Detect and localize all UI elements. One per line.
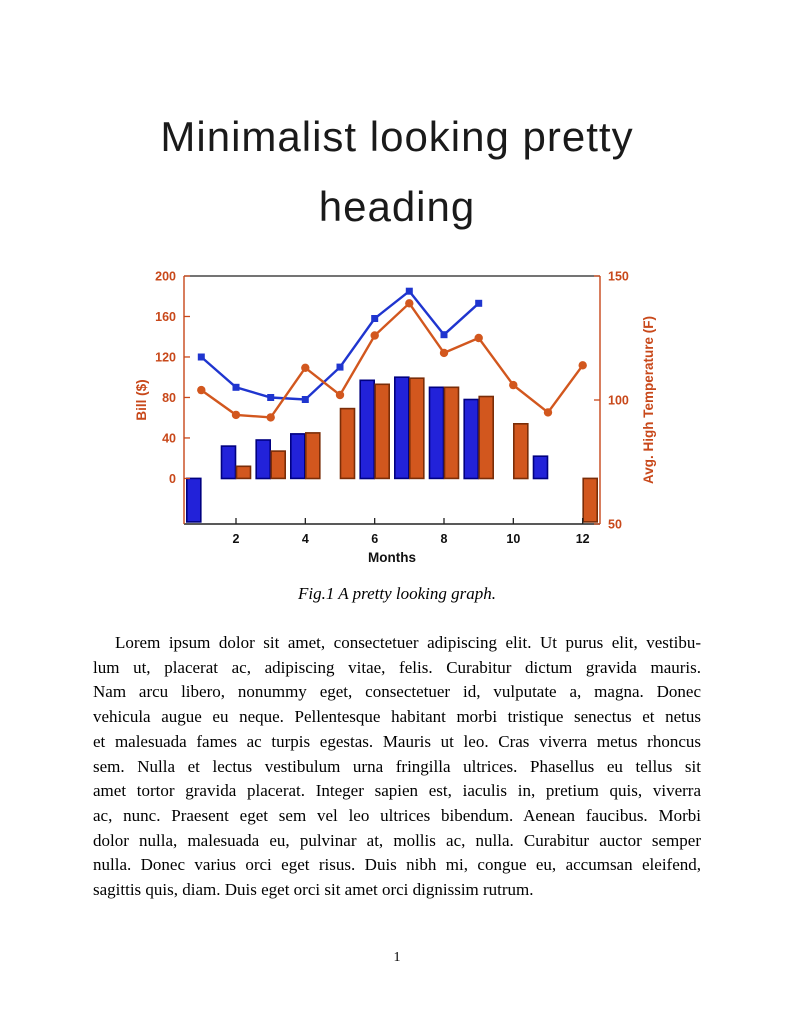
paragraph-line: sagittis quis, diam. Duis eget orci sit … bbox=[93, 880, 534, 900]
temperature-bars-rect bbox=[582, 477, 599, 523]
paragraph-line: Lorem ipsum dolor sit amet, consectetuer… bbox=[115, 633, 701, 652]
bill-bars-rect bbox=[428, 386, 445, 480]
left-tick-label: 0 bbox=[169, 472, 176, 486]
x-tick-label: 4 bbox=[302, 532, 309, 546]
left-tick-label: 200 bbox=[155, 270, 176, 284]
paragraph-line: ac, nunc. Praesent eget sem vel leo ultr… bbox=[93, 805, 701, 825]
temperature-line bbox=[197, 299, 587, 422]
temperature-bars-rect bbox=[339, 407, 356, 480]
chart-svg: 0 40 80 120 160 200 50 100 150 2 4 6 8 10 12 Bill ($) Av… bbox=[134, 270, 656, 566]
circle-marker bbox=[439, 348, 449, 358]
bill-bars-rect bbox=[220, 445, 237, 480]
right-axis-label: Avg. High Temperature (F) bbox=[641, 316, 656, 484]
square-marker bbox=[232, 383, 240, 391]
temperature-bars bbox=[235, 377, 599, 523]
circle-marker bbox=[509, 380, 518, 390]
square-marker bbox=[197, 353, 205, 361]
circle-marker bbox=[474, 333, 483, 343]
circle-marker bbox=[266, 413, 275, 422]
circle-marker bbox=[197, 385, 206, 395]
circle-marker bbox=[335, 390, 345, 400]
paragraph-line: Nam arcu libero, nonummy eget, consectet… bbox=[93, 682, 701, 702]
heading-line2: heading bbox=[318, 183, 476, 230]
bill-bars-rect bbox=[532, 455, 549, 480]
paragraph-line: vehicula augue eu neque. Pellentesque ha… bbox=[93, 707, 701, 727]
square-marker bbox=[267, 394, 275, 401]
left-axis-label: Bill ($) bbox=[134, 379, 149, 420]
x-tick-label: 2 bbox=[233, 532, 240, 546]
paragraph-line: sem. Nulla et lectus vestibulum urna fri… bbox=[93, 756, 701, 776]
temperature-bars-rect bbox=[270, 450, 286, 480]
right-tick-label: 100 bbox=[608, 394, 629, 408]
figure-caption: Fig.1 A pretty looking graph. bbox=[297, 584, 496, 603]
temperature-bars-rect bbox=[408, 377, 425, 480]
right-tick-label: 50 bbox=[608, 518, 622, 532]
right-tick-label: 150 bbox=[608, 270, 629, 284]
square-marker bbox=[440, 331, 448, 339]
x-tick-label: 12 bbox=[576, 532, 590, 546]
heading-line1: Minimalist looking pretty bbox=[160, 113, 634, 160]
square-marker bbox=[371, 315, 379, 322]
left-tick-label: 160 bbox=[155, 310, 176, 324]
page-title: Minimalist looking pretty heading bbox=[0, 0, 794, 242]
square-marker bbox=[336, 363, 344, 371]
temperature-bars-rect bbox=[305, 432, 321, 480]
square-marker bbox=[405, 287, 413, 295]
bill-bars bbox=[185, 376, 549, 523]
paragraph-line: et malesuada fames ac turpis egestas. Ma… bbox=[93, 731, 701, 751]
square-marker bbox=[475, 299, 483, 307]
square-marker bbox=[301, 396, 309, 403]
temperature-bars-rect bbox=[512, 423, 529, 480]
left-tick-label: 80 bbox=[162, 391, 176, 405]
left-tick-label: 40 bbox=[162, 431, 176, 445]
paragraph-line: dolor nulla, malesuada eu, pulvinar at, … bbox=[93, 830, 701, 850]
left-tick-label: 120 bbox=[155, 350, 176, 364]
temperature-bars-rect bbox=[478, 395, 495, 480]
temperature-bars-rect bbox=[374, 383, 390, 480]
circle-marker bbox=[405, 299, 414, 308]
paragraph-line: nulla. Donec varius orci eget risus. Dui… bbox=[93, 855, 701, 875]
circle-marker bbox=[370, 331, 379, 340]
x-tick-label: 10 bbox=[506, 532, 520, 546]
x-tick-label: 6 bbox=[371, 532, 378, 546]
circle-marker bbox=[543, 408, 553, 417]
circle-marker bbox=[231, 410, 241, 420]
paragraph-line: lum ut, placerat ac, adipiscing vitae, f… bbox=[93, 657, 701, 677]
bill-bars-rect bbox=[290, 433, 306, 480]
figure: 0 40 80 120 160 200 50 100 150 2 4 6 8 10 12 Bill ($) Av… bbox=[0, 268, 794, 604]
bill-bars-rect bbox=[463, 398, 480, 480]
circle-marker bbox=[301, 363, 310, 372]
temperature-bars-rect bbox=[443, 386, 460, 480]
circle-marker bbox=[578, 361, 587, 370]
bill-bars-rect bbox=[185, 477, 202, 523]
temperature-bars-rect bbox=[235, 465, 252, 480]
x-tick-label: 8 bbox=[441, 532, 448, 546]
x-axis-label: Months bbox=[368, 550, 416, 565]
body-paragraph: Lorem ipsum dolor sit amet, consectetuer… bbox=[93, 631, 701, 903]
page-number: 1 bbox=[393, 950, 401, 965]
paragraph-line: amet tortor gravida placerat. Integer sa… bbox=[93, 781, 701, 801]
bill-bars-rect bbox=[255, 439, 271, 480]
bill-bars-rect bbox=[359, 379, 375, 480]
bill-bars-rect bbox=[393, 376, 410, 480]
bill-line bbox=[197, 287, 483, 403]
